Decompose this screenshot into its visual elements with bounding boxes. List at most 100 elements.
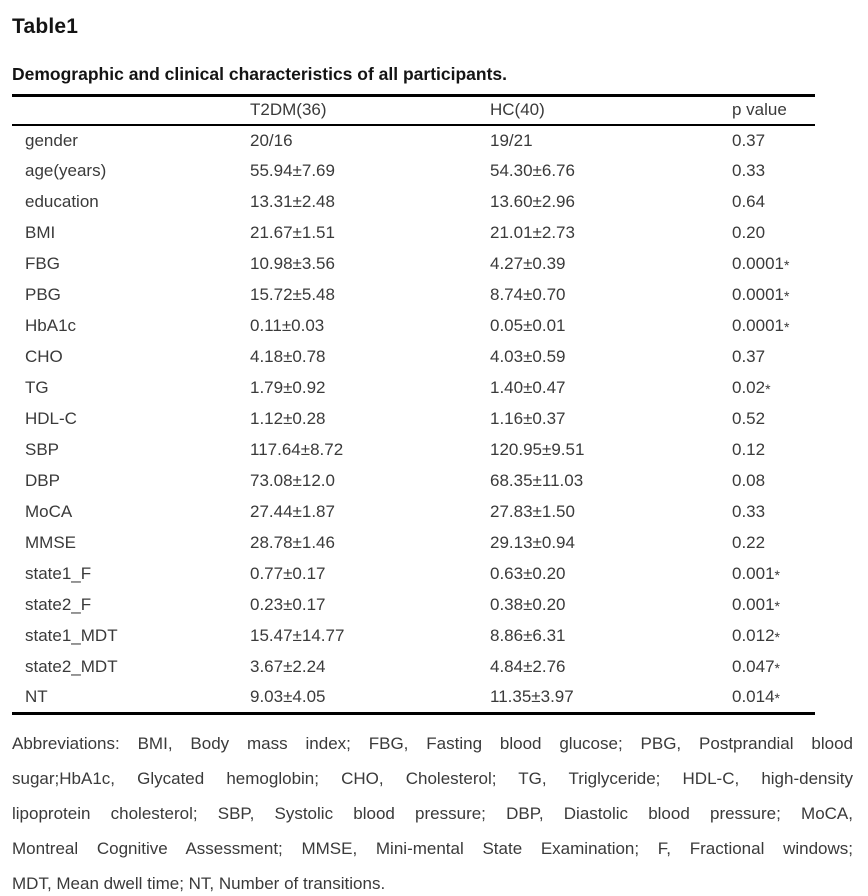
footnote-line: sugar;HbA1c, Glycated hemoglobin; CHO, C…	[12, 769, 853, 788]
cell-hc-value: 13.60±2.96	[490, 192, 575, 211]
cell-p-value: 0.22	[732, 528, 815, 559]
cell-p-value: 0.64	[732, 187, 815, 218]
p-value-text: 0.001	[732, 595, 775, 614]
characteristics-table: T2DM(36) HC(40) p value gender 20/16 19/…	[12, 94, 815, 715]
cell-t2dm-value: 28.78±1.46	[250, 533, 335, 552]
p-value-text: 0.012	[732, 626, 775, 645]
cell-t2dm-value: 0.77±0.17	[250, 564, 326, 583]
cell-t2dm-value: 73.08±12.0	[250, 471, 335, 490]
header-row: T2DM(36) HC(40) p value	[12, 96, 815, 125]
cell-p-value: 0.37	[732, 125, 815, 156]
abbreviations-footnote: Abbreviations: BMI, Body mass index; FBG…	[12, 726, 853, 896]
cell-variable-label: HDL-C	[25, 409, 77, 428]
p-value-text: 0.014	[732, 687, 775, 707]
table-row: FBG 10.98±3.56 4.27±0.39 0.0001*	[12, 249, 815, 280]
p-value-text: 0.33	[732, 161, 766, 180]
cell-p-value: 0.001*	[732, 590, 815, 621]
cell-hc-value: 0.38±0.20	[490, 595, 566, 614]
significance-star: *	[774, 660, 780, 676]
cell-t2dm-value: 10.98±3.56	[250, 254, 335, 273]
footnote-line: Abbreviations: BMI, Body mass index; FBG…	[12, 734, 853, 753]
table-caption: Demographic and clinical characteristics…	[12, 64, 508, 84]
p-value-text: 0.0001	[732, 285, 784, 304]
cell-hc-value: 21.01±2.73	[490, 223, 575, 242]
cell-hc-value: 1.16±0.37	[490, 409, 566, 428]
cell-p-value: 0.001*	[732, 559, 815, 590]
table-row: PBG 15.72±5.48 8.74±0.70 0.0001*	[12, 280, 815, 311]
p-value-text: 0.22	[732, 533, 766, 552]
cell-t2dm-value: 21.67±1.51	[250, 223, 335, 242]
cell-p-value: 0.08	[732, 466, 815, 497]
cell-p-value: 0.37	[732, 342, 815, 373]
cell-t2dm-value: 15.47±14.77	[250, 626, 345, 645]
table-header: T2DM(36) HC(40) p value	[12, 96, 815, 125]
cell-hc-value: 19/21	[490, 130, 533, 150]
cell-variable-label: state1_F	[25, 564, 92, 583]
cell-p-value: 0.047*	[732, 652, 815, 683]
significance-star: *	[784, 319, 790, 335]
table-row: state2_MDT 3.67±2.24 4.84±2.76 0.047*	[12, 652, 815, 683]
footnote-line: Montreal Cognitive Assessment; MMSE, Min…	[12, 839, 853, 858]
footnote-line: MDT, Mean dwell time; NT, Number of tran…	[12, 874, 386, 893]
cell-hc-value: 8.74±0.70	[490, 285, 566, 304]
cell-variable-label: NT	[25, 687, 48, 707]
column-header-hc: HC(40)	[490, 100, 545, 120]
cell-variable-label: state2_F	[25, 595, 92, 614]
significance-star: *	[765, 381, 771, 397]
significance-star: *	[774, 690, 780, 707]
table-row: HbA1c 0.11±0.03 0.05±0.01 0.0001*	[12, 311, 815, 342]
cell-variable-label: DBP	[25, 471, 60, 490]
cell-p-value: 0.012*	[732, 621, 815, 652]
cell-t2dm-value: 1.79±0.92	[250, 378, 326, 397]
p-value-text: 0.64	[732, 192, 766, 211]
cell-hc-value: 8.86±6.31	[490, 626, 566, 645]
column-header-pvalue: p value	[732, 100, 787, 120]
cell-hc-value: 29.13±0.94	[490, 533, 575, 552]
cell-p-value: 0.52	[732, 404, 815, 435]
cell-p-value: 0.0001*	[732, 280, 815, 311]
p-value-text: 0.001	[732, 564, 775, 583]
cell-variable-label: education	[25, 192, 99, 211]
table-row: state1_F 0.77±0.17 0.63±0.20 0.001*	[12, 559, 815, 590]
cell-hc-value: 4.27±0.39	[490, 254, 566, 273]
cell-t2dm-value: 20/16	[250, 130, 293, 150]
table-row: age(years) 55.94±7.69 54.30±6.76 0.33	[12, 156, 815, 187]
cell-hc-value: 27.83±1.50	[490, 502, 575, 521]
cell-t2dm-value: 13.31±2.48	[250, 192, 335, 211]
cell-t2dm-value: 55.94±7.69	[250, 161, 335, 180]
cell-variable-label: FBG	[25, 254, 60, 273]
cell-t2dm-value: 4.18±0.78	[250, 347, 326, 366]
cell-p-value: 0.33	[732, 156, 815, 187]
table-row: state2_F 0.23±0.17 0.38±0.20 0.001*	[12, 590, 815, 621]
column-header-variable	[12, 96, 250, 125]
significance-star: *	[784, 288, 790, 304]
cell-variable-label: BMI	[25, 223, 56, 242]
cell-t2dm-value: 15.72±5.48	[250, 285, 335, 304]
cell-t2dm-value: 9.03±4.05	[250, 687, 326, 707]
table-row: NT 9.03±4.05 11.35±3.97 0.014*	[12, 683, 815, 714]
cell-variable-label: HbA1c	[25, 316, 77, 335]
cell-hc-value: 11.35±3.97	[490, 687, 574, 707]
cell-variable-label: PBG	[25, 285, 61, 304]
p-value-text: 0.20	[732, 223, 766, 242]
column-header-t2dm: T2DM(36)	[250, 100, 327, 120]
cell-hc-value: 68.35±11.03	[490, 471, 584, 490]
cell-variable-label: state2_MDT	[25, 657, 118, 676]
table-row: MMSE 28.78±1.46 29.13±0.94 0.22	[12, 528, 815, 559]
cell-hc-value: 1.40±0.47	[490, 378, 566, 397]
cell-hc-value: 0.05±0.01	[490, 316, 566, 335]
cell-hc-value: 4.84±2.76	[490, 657, 566, 676]
table-body: gender 20/16 19/21 0.37 age(years) 55.94…	[12, 125, 815, 714]
table-row: SBP 117.64±8.72 120.95±9.51 0.12	[12, 435, 815, 466]
cell-p-value: 0.02*	[732, 373, 815, 404]
p-value-text: 0.52	[732, 409, 766, 428]
cell-p-value: 0.20	[732, 218, 815, 249]
cell-p-value: 0.0001*	[732, 249, 815, 280]
cell-p-value: 0.33	[732, 497, 815, 528]
table-row: education 13.31±2.48 13.60±2.96 0.64	[12, 187, 815, 218]
table-row: CHO 4.18±0.78 4.03±0.59 0.37	[12, 342, 815, 373]
significance-star: *	[774, 567, 780, 583]
cell-t2dm-value: 1.12±0.28	[250, 409, 326, 428]
cell-p-value: 0.014*	[732, 683, 815, 714]
